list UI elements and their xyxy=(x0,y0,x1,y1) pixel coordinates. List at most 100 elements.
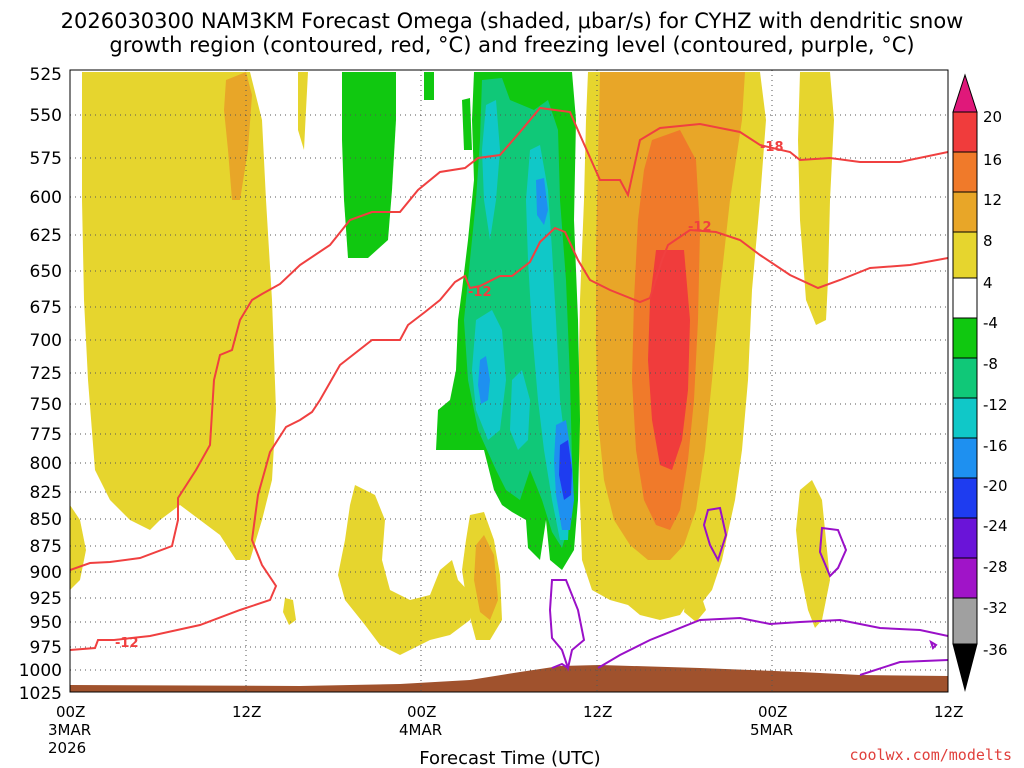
y-tick-label: 575 xyxy=(30,149,62,169)
terrain xyxy=(70,665,948,692)
colorbar-bin xyxy=(952,317,978,359)
y-tick-label: 650 xyxy=(30,262,62,282)
x-tick-label: 12Z xyxy=(934,703,963,721)
chart-title-line-2: growth region (contoured, red, °C) and f… xyxy=(109,33,914,57)
omega-positive-region xyxy=(283,598,296,625)
omega-negative-region xyxy=(536,178,548,225)
colorbar-label: 4 xyxy=(983,274,993,292)
colorbar-label: 12 xyxy=(983,191,1002,209)
x-axis-label: Forecast Time (UTC) xyxy=(419,748,600,768)
x-tick-label: 00Z xyxy=(56,703,85,721)
dgz-label: -12 xyxy=(688,220,712,235)
omega-positive-region xyxy=(648,250,690,470)
plot-frame xyxy=(69,69,949,693)
omega-positive-region xyxy=(474,535,498,620)
omega-positive-region xyxy=(70,505,86,590)
freezing-contour-line xyxy=(859,659,948,676)
dgz-contours xyxy=(70,106,948,651)
y-tick-label: 825 xyxy=(30,483,62,503)
colorbar-label: -8 xyxy=(983,355,998,373)
colorbar-bin xyxy=(952,477,978,519)
colorbar-bin xyxy=(952,357,978,399)
x-tick-year: 2026 xyxy=(48,739,86,757)
y-tick-label: 900 xyxy=(30,563,62,583)
omega-positive-region xyxy=(684,592,706,622)
omega-positive-region xyxy=(798,72,834,325)
freezing-contour-line xyxy=(702,506,728,563)
x-tick-label: 00Z xyxy=(407,703,436,721)
colorbar-label: -12 xyxy=(983,396,1008,414)
y-tick-label: 975 xyxy=(30,638,62,658)
omega-negative-region xyxy=(478,356,490,404)
colorbar-bin xyxy=(952,151,978,193)
dgz-contour-line xyxy=(70,226,948,651)
y-tick-label: 675 xyxy=(30,298,62,318)
colorbar xyxy=(952,73,978,692)
y-tick-label: 1025 xyxy=(19,684,62,704)
omega-negative-region xyxy=(342,72,396,258)
y-tick-label: 525 xyxy=(30,65,62,85)
x-tick-label: 00Z xyxy=(758,703,787,721)
colorbar-label: 16 xyxy=(983,151,1002,169)
colorbar-bin xyxy=(952,517,978,559)
freezing-level-contours xyxy=(548,506,948,676)
y-tick-label: 775 xyxy=(30,425,62,445)
x-axis: 00Z 3MAR 2026 12Z 00Z 4MAR 12Z 00Z 5MAR … xyxy=(48,703,963,757)
freezing-contour-line xyxy=(548,579,586,672)
omega-negative-region xyxy=(510,370,530,450)
omega-positive-region xyxy=(338,485,472,655)
y-axis: 525 550 575 600 625 650 675 700 725 750 … xyxy=(19,65,62,704)
x-tick-date: 5MAR xyxy=(750,721,793,739)
omega-shading xyxy=(70,72,948,692)
colorbar-label: -4 xyxy=(983,314,998,332)
colorbar-bin xyxy=(952,277,978,319)
colorbar-label: -32 xyxy=(983,599,1008,617)
dgz-label: -12 xyxy=(468,285,492,300)
omega-positive-region xyxy=(82,72,276,560)
colorbar-bin xyxy=(952,111,978,153)
freezing-contour-line xyxy=(929,639,938,650)
omega-positive-region xyxy=(796,480,830,628)
colorbar-label: -20 xyxy=(983,477,1008,495)
credit-text: coolwx.com/modelts xyxy=(849,746,1012,764)
colorbar-label: -28 xyxy=(983,558,1008,576)
colorbar-label: -24 xyxy=(983,517,1008,535)
y-tick-label: 550 xyxy=(30,106,62,126)
omega-negative-region xyxy=(462,98,472,150)
dgz-label: -18 xyxy=(760,140,784,155)
colorbar-label: -16 xyxy=(983,437,1008,455)
x-tick-date: 3MAR xyxy=(48,721,91,739)
dgz-label: -12 xyxy=(115,636,139,651)
y-tick-label: 725 xyxy=(30,364,62,384)
y-tick-label: 625 xyxy=(30,226,62,246)
colorbar-label: 8 xyxy=(983,232,993,250)
omega-positive-region xyxy=(224,72,252,200)
colorbar-bin xyxy=(952,191,978,233)
y-tick-label: 875 xyxy=(30,537,62,557)
y-tick-label: 750 xyxy=(30,395,62,415)
y-tick-label: 1000 xyxy=(19,661,62,681)
y-tick-label: 850 xyxy=(30,510,62,530)
dgz-contour-line xyxy=(70,106,948,571)
colorbar-labels: 20 16 12 8 4 -4 -8 -12 -16 -20 -24 -28 -… xyxy=(983,108,1008,659)
colorbar-bin xyxy=(952,231,978,279)
omega-negative-region xyxy=(559,440,572,500)
colorbar-under-arrow xyxy=(952,643,978,692)
freezing-contour-line xyxy=(597,616,948,669)
colorbar-bin xyxy=(952,597,978,645)
colorbar-label: -36 xyxy=(983,641,1008,659)
omega-negative-region xyxy=(482,100,500,240)
y-tick-label: 800 xyxy=(30,454,62,474)
freezing-contour-line xyxy=(551,662,569,669)
colorbar-bin xyxy=(952,437,978,479)
colorbar-label: 20 xyxy=(983,108,1002,126)
y-tick-label: 925 xyxy=(30,589,62,609)
dgz-labels: -12 -12 -12 -18 xyxy=(115,140,784,651)
colorbar-over-arrow xyxy=(952,73,978,113)
colorbar-bin xyxy=(952,557,978,599)
omega-positive-region xyxy=(298,72,308,150)
grid xyxy=(70,70,948,692)
x-tick-label: 12Z xyxy=(232,703,261,721)
colorbar-bin xyxy=(952,397,978,439)
